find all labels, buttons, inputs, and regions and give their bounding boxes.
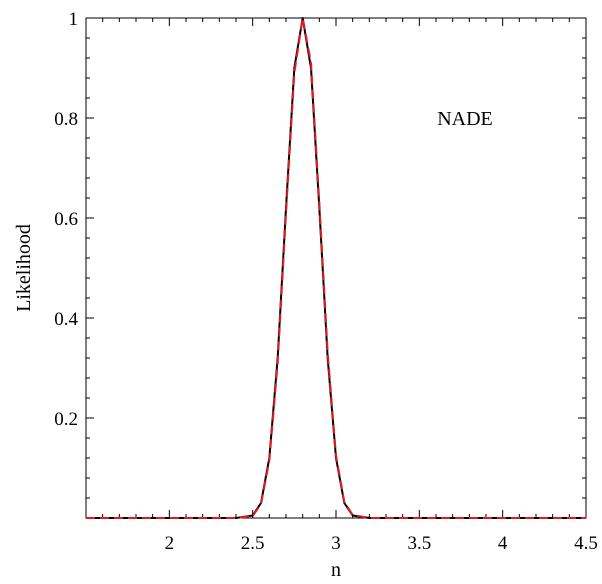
x-tick-label: 3.5	[407, 533, 431, 554]
y-tick-label: 0.4	[54, 309, 78, 330]
y-axis-label: Likelihood	[13, 224, 35, 312]
x-tick-label: 4	[498, 533, 508, 554]
series-annotation: NADE	[437, 108, 493, 130]
x-tick-label: 4.5	[574, 533, 598, 554]
plot-frame	[85, 17, 587, 519]
y-tick-label: 1	[69, 9, 79, 30]
series-layer	[86, 17, 586, 519]
y-tick-label: 0.6	[54, 209, 78, 230]
solid-series-line	[86, 17, 586, 519]
dashed-series-line	[86, 17, 586, 519]
tick-marks	[85, 17, 587, 519]
y-tick-label: 0.2	[54, 409, 78, 430]
y-tick-labels: 0.2 0.4 0.6 0.8 1	[54, 9, 78, 430]
x-tick-label: 2	[165, 533, 175, 554]
x-tick-label: 3	[331, 533, 341, 554]
x-tick-labels: 2 2.5 3 3.5 4 4.5	[165, 533, 598, 554]
y-tick-label: 0.8	[54, 109, 78, 130]
x-axis-label: n	[331, 559, 341, 581]
x-tick-label: 2.5	[241, 533, 265, 554]
